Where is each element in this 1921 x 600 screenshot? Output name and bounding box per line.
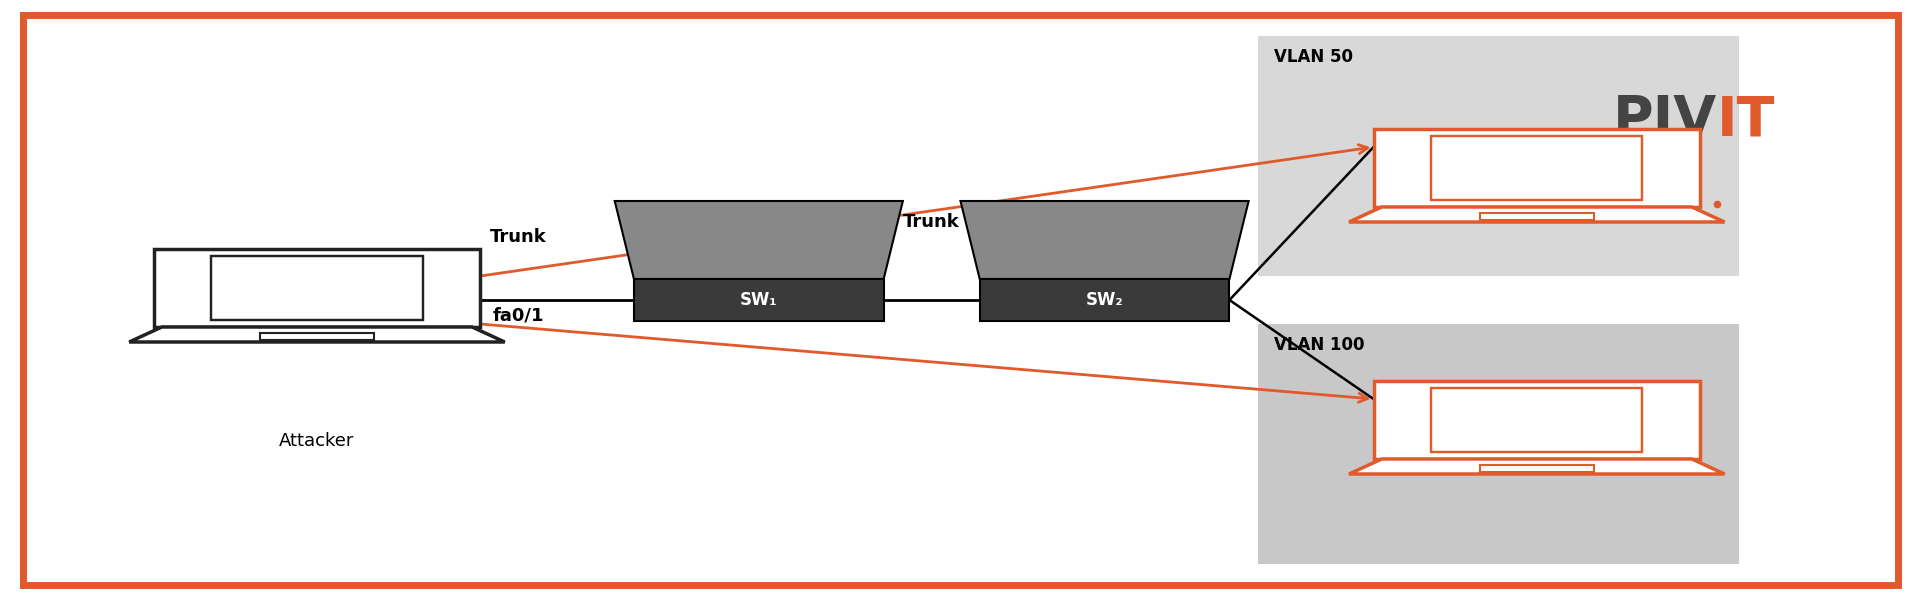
Text: SW₂: SW₂ xyxy=(1085,291,1124,309)
Polygon shape xyxy=(634,279,884,321)
Text: PIV: PIV xyxy=(1614,93,1717,147)
Polygon shape xyxy=(129,327,505,342)
Text: Trunk: Trunk xyxy=(490,228,547,246)
Bar xyxy=(211,256,423,320)
Polygon shape xyxy=(615,201,903,279)
Polygon shape xyxy=(154,249,480,327)
Polygon shape xyxy=(1349,207,1725,222)
Text: VLAN 50: VLAN 50 xyxy=(1274,48,1352,66)
Text: IT: IT xyxy=(1717,93,1775,147)
Bar xyxy=(1258,324,1739,564)
Text: Trunk: Trunk xyxy=(903,213,960,231)
Bar xyxy=(259,333,375,340)
Text: Attacker: Attacker xyxy=(279,432,355,450)
Polygon shape xyxy=(1374,129,1700,207)
Text: fa0/1: fa0/1 xyxy=(494,306,544,324)
Polygon shape xyxy=(960,201,1249,279)
Text: SW₁: SW₁ xyxy=(740,291,778,309)
Bar xyxy=(1431,136,1642,200)
Bar xyxy=(1431,388,1642,452)
Bar xyxy=(1258,36,1739,276)
Bar xyxy=(1479,465,1594,472)
Bar xyxy=(1479,213,1594,220)
Text: VLAN 100: VLAN 100 xyxy=(1274,336,1364,354)
Polygon shape xyxy=(980,279,1229,321)
Polygon shape xyxy=(1349,459,1725,474)
Polygon shape xyxy=(1374,381,1700,459)
